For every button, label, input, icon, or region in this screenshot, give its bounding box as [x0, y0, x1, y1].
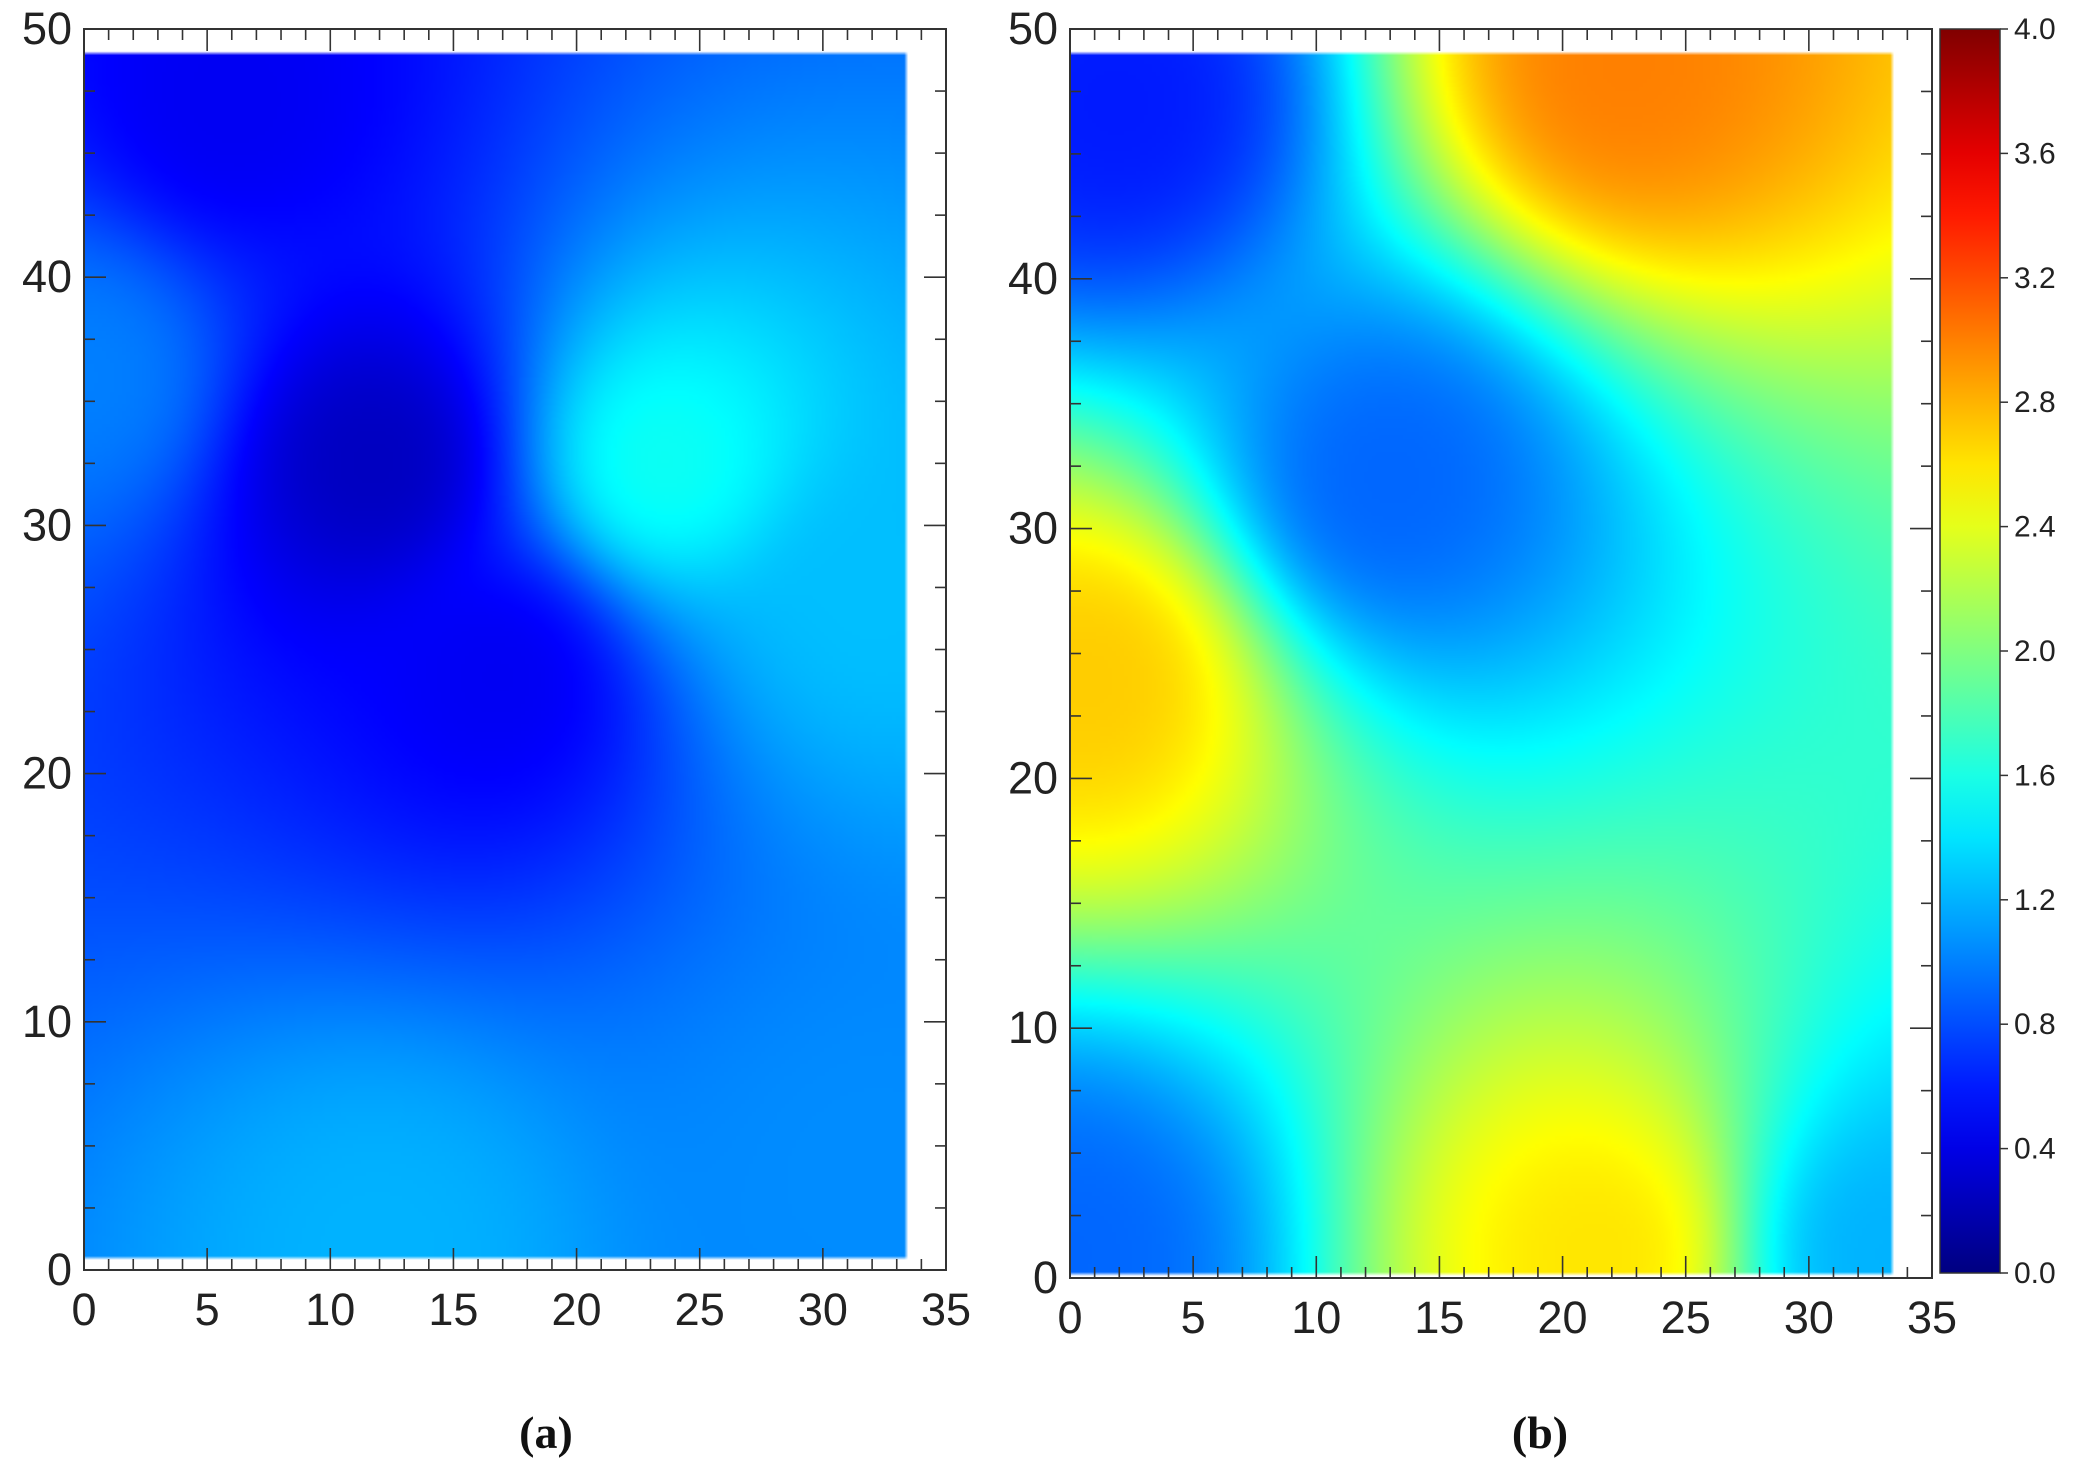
x-tick-label: 15 — [1414, 1292, 1464, 1343]
axes-frame-a — [83, 28, 947, 1271]
colorbar-tick-label: 3.6 — [2014, 137, 2056, 170]
tick-labels-a: 0 5 10 15 20 25 30 35 0 10 20 30 40 50 — [22, 3, 971, 1335]
colorbar-tick-label: 0.8 — [2014, 1008, 2056, 1041]
axes-frame-b — [1069, 28, 1933, 1279]
y-tick-label: 30 — [1008, 503, 1058, 554]
x-tick-label: 20 — [1538, 1292, 1588, 1343]
y-tick-label: 0 — [1033, 1252, 1058, 1303]
colorbar-tick-label: 1.2 — [2014, 884, 2056, 917]
colorbar-tick-label: 0.0 — [2014, 1257, 2056, 1290]
colorbar-gradient — [1940, 29, 2000, 1273]
x-tick-label: 0 — [1057, 1292, 1082, 1343]
x-tick-label: 35 — [1907, 1292, 1957, 1343]
colorbar-tick-label: 4.0 — [2014, 13, 2056, 46]
y-tick-label: 40 — [1008, 253, 1058, 304]
y-tick-label: 50 — [22, 3, 72, 54]
heatmap-image-a — [84, 29, 946, 1270]
heatmap-panel-b: 0 5 10 15 20 25 30 35 0 10 20 30 40 50 (b) — [1008, 3, 1957, 1458]
x-tick-label: 25 — [1661, 1292, 1711, 1343]
tick-labels-b: 0 5 10 15 20 25 30 35 0 10 20 30 40 50 — [1008, 3, 1957, 1343]
panel-caption-a: (a) — [519, 1407, 573, 1458]
y-tick-label: 40 — [22, 251, 72, 302]
heatmap-panel-a: 0 5 10 15 20 25 30 35 0 10 20 30 40 50 (a) — [22, 3, 971, 1458]
y-tick-label: 20 — [1008, 752, 1058, 803]
x-tick-label: 5 — [1181, 1292, 1206, 1343]
y-tick-label: 10 — [22, 996, 72, 1047]
x-tick-label: 35 — [921, 1284, 971, 1335]
colorbar-ticks: 0.0 0.4 0.8 1.2 1.6 2.0 2.4 2.8 3.2 3.6 4.0 — [2000, 13, 2056, 1290]
colorbar: 0.0 0.4 0.8 1.2 1.6 2.0 2.4 2.8 3.2 3.6 4.0 — [1939, 13, 2056, 1290]
colorbar-tick-label: 2.8 — [2014, 386, 2056, 419]
x-tick-label: 30 — [798, 1284, 848, 1335]
colorbar-tick-label: 3.2 — [2014, 262, 2056, 295]
panel-caption-b: (b) — [1512, 1407, 1568, 1458]
y-tick-label: 0 — [47, 1244, 72, 1295]
y-tick-label: 10 — [1008, 1002, 1058, 1053]
colorbar-tick-label: 2.4 — [2014, 511, 2056, 544]
colorbar-tick-label: 0.4 — [2014, 1133, 2056, 1166]
x-tick-label: 10 — [305, 1284, 355, 1335]
x-tick-label: 20 — [552, 1284, 602, 1335]
tick-marks-a — [83, 28, 947, 1271]
x-tick-label: 10 — [1291, 1292, 1341, 1343]
y-tick-label: 30 — [22, 499, 72, 550]
colorbar-tick-label: 1.6 — [2014, 759, 2056, 792]
heatmap-image-b — [1070, 29, 1932, 1278]
x-tick-label: 0 — [71, 1284, 96, 1335]
y-tick-label: 50 — [1008, 3, 1058, 54]
x-tick-label: 15 — [428, 1284, 478, 1335]
x-tick-label: 5 — [195, 1284, 220, 1335]
y-tick-label: 20 — [22, 748, 72, 799]
tick-marks-b — [1069, 28, 1933, 1279]
x-tick-label: 30 — [1784, 1292, 1834, 1343]
colorbar-tick-label: 2.0 — [2014, 635, 2056, 668]
x-tick-label: 25 — [675, 1284, 725, 1335]
